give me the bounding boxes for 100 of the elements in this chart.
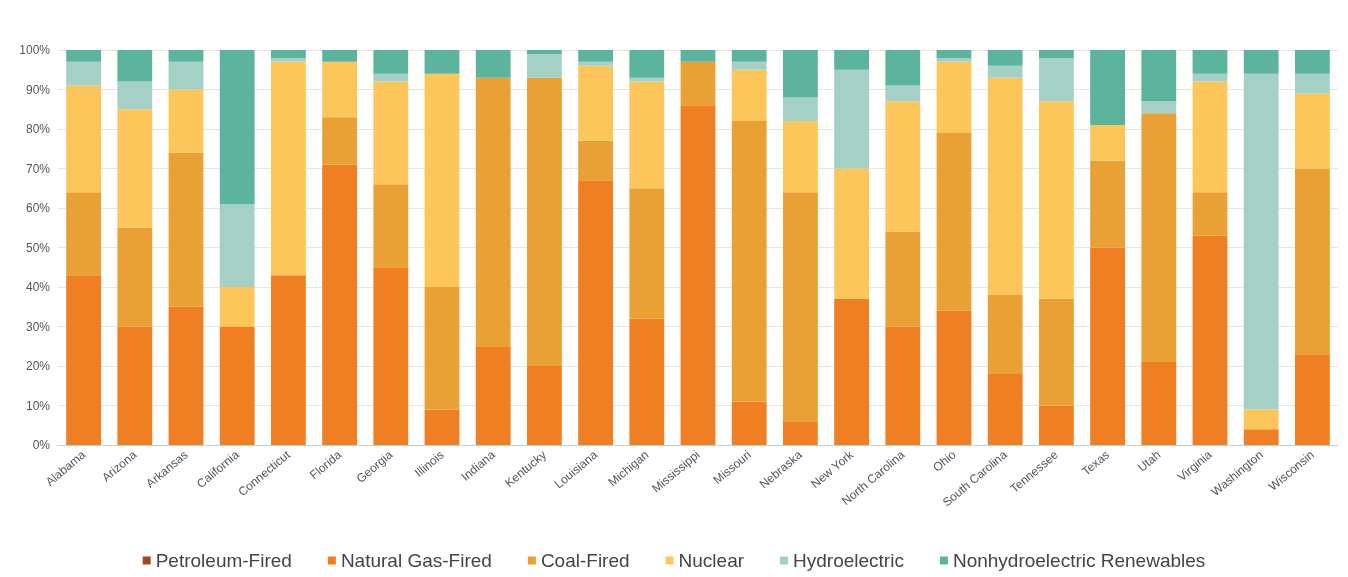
y-tick-label: 20% bbox=[25, 359, 51, 373]
bar bbox=[578, 180, 614, 445]
y-tick-label: 30% bbox=[25, 319, 51, 334]
bar bbox=[1294, 168, 1330, 355]
bar bbox=[475, 346, 511, 445]
y-tick-label: 0% bbox=[32, 438, 51, 452]
bar bbox=[322, 117, 358, 165]
bar bbox=[578, 65, 614, 141]
bar bbox=[1294, 50, 1330, 74]
bar bbox=[1141, 50, 1177, 102]
bar bbox=[782, 192, 818, 422]
bar bbox=[219, 204, 255, 287]
bar bbox=[629, 318, 665, 445]
bar bbox=[885, 85, 921, 102]
bar bbox=[1243, 409, 1279, 430]
legend-label: Hydroelectric bbox=[793, 550, 904, 571]
bar bbox=[66, 61, 102, 86]
bar bbox=[936, 57, 972, 62]
x-tick-label: Ohio bbox=[930, 447, 959, 475]
y-tick-label: 50% bbox=[25, 240, 51, 255]
bar bbox=[475, 50, 511, 78]
bar bbox=[987, 373, 1023, 445]
bar bbox=[322, 61, 358, 118]
bar bbox=[1192, 192, 1228, 236]
bar bbox=[168, 306, 204, 445]
bar bbox=[987, 50, 1023, 66]
bar bbox=[270, 50, 306, 58]
bar bbox=[1038, 101, 1074, 299]
bar bbox=[1192, 81, 1228, 193]
bar bbox=[424, 73, 460, 287]
bar bbox=[1141, 101, 1177, 114]
bar bbox=[987, 294, 1023, 374]
bar bbox=[1038, 298, 1074, 406]
bar bbox=[936, 61, 972, 133]
bar bbox=[782, 50, 818, 98]
bar bbox=[270, 57, 306, 62]
bar bbox=[834, 168, 870, 299]
bar bbox=[117, 227, 153, 327]
bar bbox=[782, 421, 818, 445]
bar bbox=[1192, 235, 1228, 445]
bar bbox=[578, 50, 614, 62]
y-tick-label: 70% bbox=[25, 161, 51, 176]
bar bbox=[834, 298, 870, 445]
bar bbox=[66, 85, 102, 193]
bar bbox=[322, 50, 358, 62]
bar bbox=[1294, 73, 1330, 94]
legend-label: Petroleum-Fired bbox=[155, 550, 292, 571]
bar bbox=[629, 188, 665, 319]
bar bbox=[987, 65, 1023, 78]
bar bbox=[168, 152, 204, 307]
bar bbox=[834, 69, 870, 169]
bar bbox=[424, 287, 460, 410]
bar bbox=[885, 231, 921, 327]
y-tick-label: 80% bbox=[25, 122, 51, 136]
bar bbox=[117, 326, 153, 445]
bar bbox=[731, 401, 767, 445]
bar bbox=[629, 81, 665, 189]
bar bbox=[373, 184, 409, 268]
bar bbox=[629, 77, 665, 82]
y-tick-label: 60% bbox=[25, 201, 51, 215]
bar bbox=[373, 81, 409, 185]
bar bbox=[66, 192, 102, 276]
bar bbox=[322, 164, 358, 445]
bar bbox=[1141, 362, 1177, 445]
bar bbox=[578, 140, 614, 181]
y-tick-label: 100% bbox=[19, 43, 51, 57]
bar bbox=[168, 50, 204, 62]
bar bbox=[526, 53, 562, 78]
bar bbox=[117, 50, 153, 82]
bar bbox=[1038, 50, 1074, 58]
bar bbox=[219, 50, 255, 205]
bar bbox=[1141, 113, 1177, 363]
bar bbox=[424, 409, 460, 445]
bar bbox=[885, 326, 921, 445]
bar bbox=[782, 121, 818, 193]
bar bbox=[1038, 57, 1074, 102]
bar bbox=[1038, 405, 1074, 445]
bar bbox=[1192, 50, 1228, 74]
bar bbox=[885, 50, 921, 86]
bar bbox=[1090, 50, 1126, 126]
bar bbox=[1090, 160, 1126, 248]
bar bbox=[475, 77, 511, 347]
y-tick-label: 40% bbox=[25, 280, 51, 294]
bar bbox=[1243, 429, 1279, 445]
bar bbox=[885, 101, 921, 232]
y-tick-label: 90% bbox=[25, 82, 51, 97]
bar bbox=[731, 121, 767, 402]
bar bbox=[424, 50, 460, 74]
bar bbox=[1243, 73, 1279, 410]
bar bbox=[680, 105, 716, 445]
bar bbox=[731, 50, 767, 62]
bar bbox=[731, 69, 767, 122]
bar bbox=[834, 50, 870, 70]
bar bbox=[219, 326, 255, 445]
bar bbox=[1090, 247, 1126, 445]
bar bbox=[526, 366, 562, 445]
bar bbox=[117, 109, 153, 228]
bar bbox=[680, 50, 716, 62]
bar bbox=[936, 310, 972, 445]
bar bbox=[219, 287, 255, 327]
